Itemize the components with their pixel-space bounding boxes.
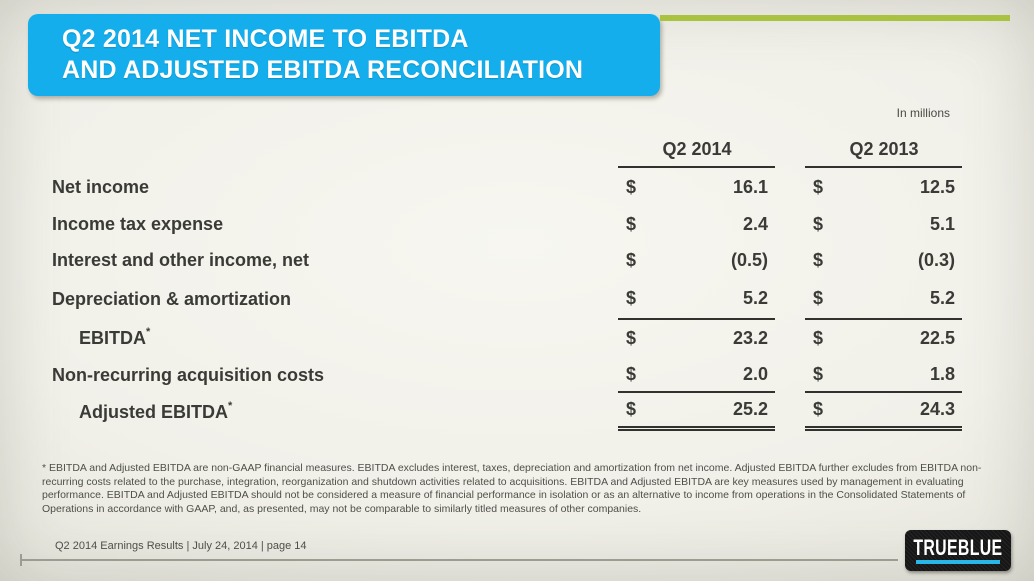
q2-2013-value: (0.3) <box>917 249 955 270</box>
q2-2013-value-cell: $ 24.3 <box>805 393 962 431</box>
dollar-sign: $ <box>626 328 637 348</box>
q2-2013-value: 24.3 <box>919 399 955 419</box>
table-row: Net income $ 16.1 $ 12.5 <box>52 168 962 206</box>
table-row: EBITDA* $ 23.2 $ 22.5 <box>52 320 962 357</box>
row-label: Income tax expense <box>52 213 224 234</box>
dollar-sign: $ <box>813 176 824 197</box>
dollar-sign: $ <box>813 328 824 348</box>
q2-2014-value: (0.5) <box>730 249 768 270</box>
row-label: Interest and other income, net <box>52 249 310 270</box>
row-label: Non-recurring acquisition costs <box>52 364 325 385</box>
dollar-sign: $ <box>813 363 824 384</box>
footnote-marker: * <box>228 399 233 412</box>
dollar-sign: $ <box>626 363 637 384</box>
dollar-sign: $ <box>626 176 637 197</box>
title-banner: Q2 2014 NET INCOME TO EBITDA AND ADJUSTE… <box>28 14 660 96</box>
q2-2013-value: 5.2 <box>929 287 955 308</box>
slide-title-line2: AND ADJUSTED EBITDA RECONCILIATION <box>62 56 584 84</box>
dollar-sign: $ <box>626 213 637 234</box>
row-label: Net income <box>52 176 150 197</box>
q2-2014-value: 2.4 <box>742 213 768 234</box>
footnote-marker: * <box>146 326 151 338</box>
green-accent-bar <box>660 15 1010 21</box>
q2-2013-value: 12.5 <box>919 176 955 197</box>
footer-rule <box>20 559 898 561</box>
trueblue-logo-underline <box>916 560 1000 564</box>
q2-2014-value-cell: $ 25.2 <box>618 393 775 431</box>
dollar-sign: $ <box>626 399 637 419</box>
q2-2014-value-cell: $ 23.2 <box>618 320 775 357</box>
q2-2013-value-cell: $ 1.8 <box>805 357 962 393</box>
dollar-sign: $ <box>813 213 824 234</box>
dollar-sign: $ <box>813 399 824 419</box>
footnote-text: * EBITDA and Adjusted EBITDA are non-GAA… <box>42 462 982 515</box>
table-row: Depreciation & amortization $ 5.2 $ 5.2 <box>52 278 962 320</box>
q2-2014-value-cell: $ 2.4 <box>618 206 775 242</box>
column-header-q2-2013: Q2 2013 <box>805 132 962 168</box>
q2-2013-value-cell: $ 12.5 <box>805 168 962 206</box>
table-header-row: Q2 2014 Q2 2013 <box>52 132 962 168</box>
dollar-sign: $ <box>813 287 824 308</box>
column-header-q2-2014: Q2 2014 <box>618 132 775 168</box>
q2-2014-value: 23.2 <box>732 328 768 348</box>
q2-2013-value-cell: $ 22.5 <box>805 320 962 357</box>
dollar-sign: $ <box>813 249 824 270</box>
table-row: Adjusted EBITDA* $ 25.2 $ 24.3 <box>52 393 962 431</box>
trueblue-logo-text: TRUEBLUE <box>913 535 1003 560</box>
table-row: Income tax expense $ 2.4 $ 5.1 <box>52 206 962 242</box>
trueblue-logo: TRUEBLUE <box>905 530 1011 571</box>
q2-2014-value: 16.1 <box>732 176 768 197</box>
table-row: Interest and other income, net $ (0.5) $… <box>52 242 962 278</box>
q2-2014-value-cell: $ 5.2 <box>618 278 775 320</box>
row-label: Adjusted EBITDA* <box>79 399 233 422</box>
reconciliation-table: Q2 2014 Q2 2013 Net income $ 16.1 $ 12.5… <box>52 132 962 431</box>
dollar-sign: $ <box>626 287 637 308</box>
q2-2013-value-cell: $ 5.1 <box>805 206 962 242</box>
row-label: Depreciation & amortization <box>52 288 292 309</box>
q2-2014-value-cell: $ 16.1 <box>618 168 775 206</box>
q2-2013-value-cell: $ 5.2 <box>805 278 962 320</box>
q2-2014-value: 2.0 <box>742 363 768 384</box>
dollar-sign: $ <box>626 249 637 270</box>
q2-2014-value-cell: $ 2.0 <box>618 357 775 393</box>
q2-2013-value-cell: $ (0.3) <box>805 242 962 278</box>
row-label: EBITDA* <box>79 326 151 348</box>
table-row: Non-recurring acquisition costs $ 2.0 $ … <box>52 357 962 393</box>
table-rows: Net income $ 16.1 $ 12.5 Income tax expe… <box>52 168 962 431</box>
slide-title-line1: Q2 2014 NET INCOME TO EBITDA <box>62 25 469 53</box>
q2-2014-value: 5.2 <box>742 287 768 308</box>
q2-2014-value-cell: $ (0.5) <box>618 242 775 278</box>
q2-2013-value: 1.8 <box>929 363 955 384</box>
units-note: In millions <box>896 106 950 120</box>
q2-2013-value: 5.1 <box>929 213 955 234</box>
q2-2014-value: 25.2 <box>732 399 768 419</box>
footer-text: Q2 2014 Earnings Results | July 24, 2014… <box>55 540 307 552</box>
q2-2013-value: 22.5 <box>919 328 955 348</box>
